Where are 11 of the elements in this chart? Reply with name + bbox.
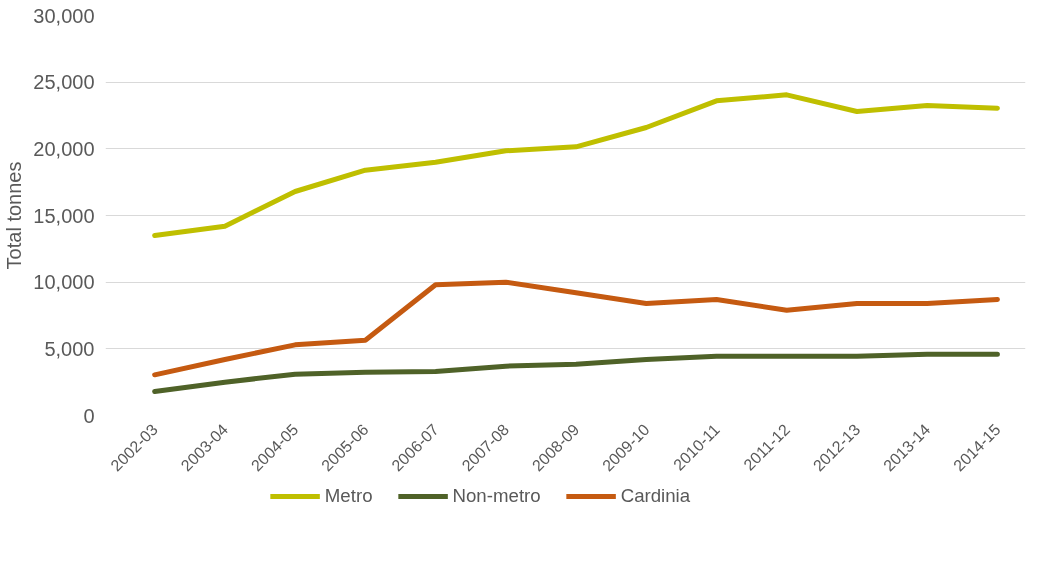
y-tick-label: 10,000 (33, 271, 95, 294)
y-tick-label: 0 (83, 404, 95, 427)
y-tick-label: 5,000 (44, 337, 95, 360)
legend-label: Non-metro (452, 485, 541, 507)
y-tick-label: 20,000 (33, 137, 95, 160)
y-tick-label: 30,000 (33, 4, 95, 27)
y-tick-label: 25,000 (33, 71, 95, 94)
legend-label: Cardinia (620, 485, 691, 507)
y-axis-title: Total tonnes (3, 161, 26, 270)
legend-label: Metro (324, 485, 373, 507)
y-tick-label: 15,000 (33, 204, 95, 227)
